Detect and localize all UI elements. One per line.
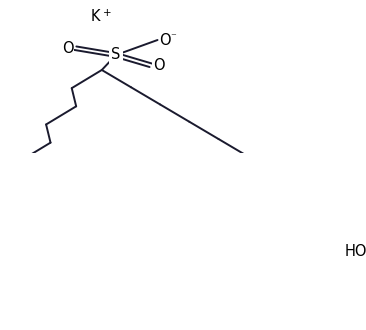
Text: O: O [62, 41, 74, 56]
Text: S: S [111, 48, 121, 62]
Text: O: O [159, 33, 171, 48]
Text: HO: HO [344, 244, 366, 259]
Text: K: K [91, 9, 100, 24]
Text: O: O [153, 58, 165, 73]
Text: ⁻: ⁻ [170, 33, 176, 43]
Text: +: + [103, 8, 111, 18]
